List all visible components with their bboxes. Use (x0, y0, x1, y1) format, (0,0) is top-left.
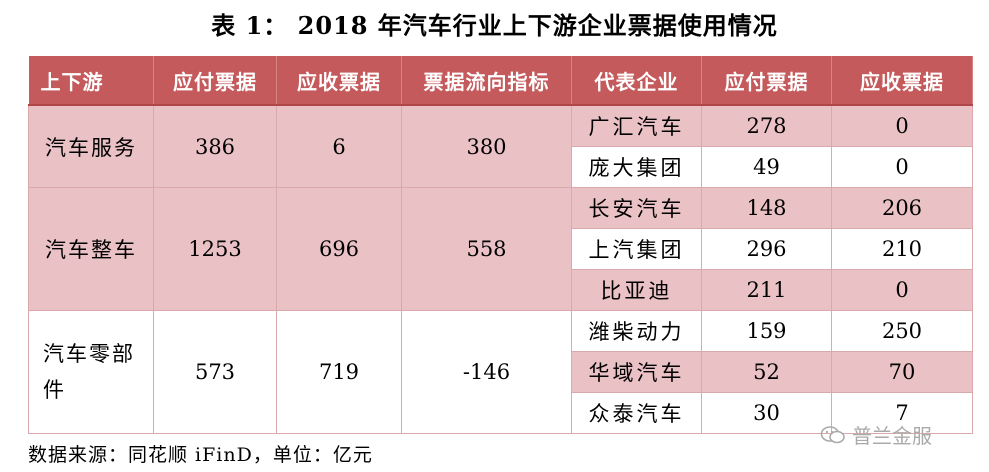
watermark-text: 普兰金服 (852, 424, 932, 448)
company-name: 上汽集团 (571, 228, 702, 270)
company-payable: 30 (701, 392, 832, 434)
company-receivable: 70 (831, 351, 973, 393)
col-header-payable: 应付票据 (153, 56, 277, 105)
company-receivable: 210 (831, 228, 973, 270)
segment-name: 汽车零部件 (28, 310, 154, 434)
table-row: 汽车服务 386 6 380 广汇汽车 278 0 (28, 104, 973, 188)
table-row: 汽车零部件 573 719 -146 潍柴动力 159 250 (28, 310, 973, 434)
col-header-company-payable: 应付票据 (701, 56, 832, 105)
segment-name: 汽车整车 (28, 187, 154, 311)
segment-payable: 386 (153, 104, 277, 188)
segment-payable: 1253 (153, 187, 277, 311)
col-header-company-receivable: 应收票据 (831, 56, 973, 105)
table-row: 上汽集团 296 210 (29, 228, 973, 270)
company-receivable: 250 (831, 310, 973, 352)
company-payable: 159 (701, 310, 832, 352)
company-payable: 296 (701, 228, 832, 270)
segment-receivable: 719 (276, 310, 402, 434)
col-header-receivable: 应收票据 (276, 56, 402, 105)
segment-name-text: 汽车零部件 (43, 342, 135, 402)
header-row: 上下游 应付票据 应收票据 票据流向指标 代表企业 应付票据 应收票据 (28, 56, 973, 105)
table-row: 华域汽车 52 70 (29, 351, 973, 393)
company-receivable: 0 (831, 146, 973, 188)
segment-flow: 380 (401, 104, 572, 188)
company-name: 长安汽车 (571, 187, 702, 229)
segment-flow: -146 (401, 310, 572, 434)
company-receivable: 0 (831, 269, 973, 311)
company-payable: 148 (701, 187, 832, 229)
source-note: 数据来源：同花顺 iFinD，单位：亿元 (28, 444, 373, 466)
company-name: 众泰汽车 (571, 392, 702, 434)
col-header-flow: 票据流向指标 (401, 56, 572, 105)
wechat-icon (820, 425, 845, 443)
company-payable: 52 (701, 351, 832, 393)
company-receivable: 0 (831, 104, 973, 147)
segment-name: 汽车服务 (28, 104, 154, 188)
company-name: 华域汽车 (571, 351, 702, 393)
data-table: 上下游 应付票据 应收票据 票据流向指标 代表企业 应付票据 应收票据 汽车服务… (28, 56, 973, 434)
company-name: 潍柴动力 (571, 310, 702, 352)
table-title: 表 1： 2018 年汽车行业上下游企业票据使用情况 (211, 11, 778, 40)
segment-payable: 573 (153, 310, 277, 434)
table-row: 汽车整车 1253 696 558 长安汽车 148 206 (28, 187, 973, 311)
company-name: 比亚迪 (571, 269, 702, 311)
col-header-company: 代表企业 (571, 56, 702, 105)
company-payable: 49 (701, 146, 832, 188)
segment-receivable: 696 (276, 187, 402, 311)
company-receivable: 7 (831, 392, 973, 434)
segment-flow: 558 (401, 187, 572, 311)
company-payable: 278 (701, 104, 832, 147)
segment-receivable: 6 (276, 104, 402, 188)
company-receivable: 206 (831, 187, 973, 229)
table-row: 庞大集团 49 0 (29, 146, 973, 188)
watermark: 普兰金服 (820, 420, 932, 449)
company-name: 广汇汽车 (571, 104, 702, 147)
col-header-segment: 上下游 (28, 56, 154, 105)
company-payable: 211 (701, 269, 832, 311)
company-name: 庞大集团 (571, 146, 702, 188)
table-row: 众泰汽车 30 7 (29, 392, 973, 434)
table-row: 比亚迪 211 0 (29, 269, 973, 311)
